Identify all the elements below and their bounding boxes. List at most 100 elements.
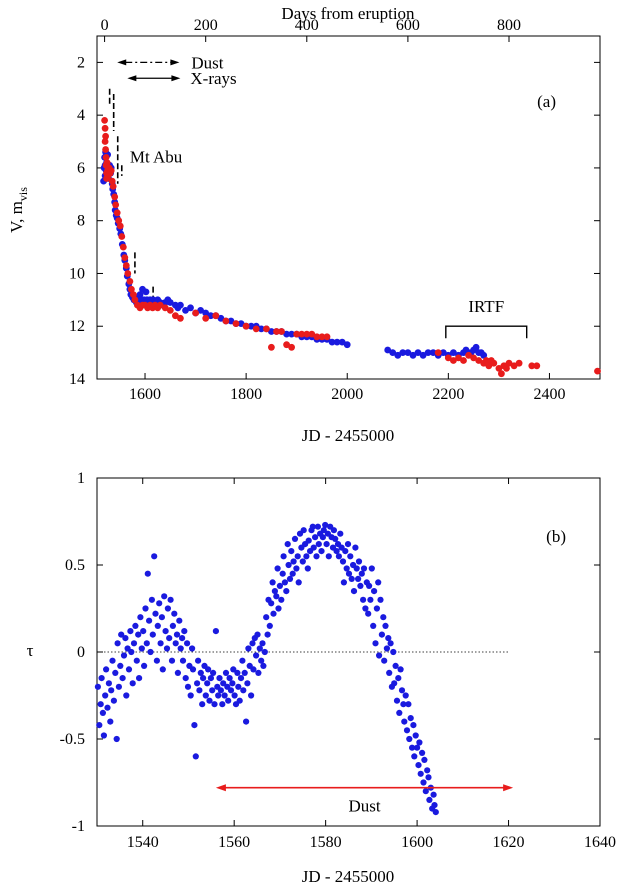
tau-point xyxy=(430,791,437,798)
red-point xyxy=(460,357,467,364)
tau-point xyxy=(109,657,116,664)
tau-point xyxy=(391,680,398,687)
red-point xyxy=(263,325,270,333)
tau-point xyxy=(305,537,312,544)
blue-point xyxy=(399,349,407,356)
red-point xyxy=(323,333,331,341)
tau-point xyxy=(304,565,311,572)
tau-point xyxy=(239,657,246,664)
tau-point xyxy=(129,680,136,687)
tau-point xyxy=(323,541,330,548)
tau-point xyxy=(403,727,411,734)
red-point xyxy=(102,154,110,161)
tau-point xyxy=(373,605,380,612)
tau-point xyxy=(322,521,329,529)
tau-point xyxy=(184,640,191,647)
red-point xyxy=(318,333,326,341)
tau-point xyxy=(270,610,277,617)
tau-point xyxy=(171,610,178,617)
tau-point xyxy=(138,645,145,652)
panel-b-points xyxy=(94,521,439,816)
tau-point xyxy=(141,662,148,670)
tau-point xyxy=(130,640,138,647)
tau-point xyxy=(177,645,184,652)
tau-point xyxy=(114,640,121,647)
tau-point xyxy=(348,575,355,583)
red-point xyxy=(505,359,513,367)
panel-b: JD - 2455000 τ (b) 1540 1560 1580 1600 1620 1… xyxy=(27,470,616,886)
tau-point xyxy=(320,527,327,534)
blue-point xyxy=(424,349,432,356)
tau-point xyxy=(156,600,163,607)
tau-point xyxy=(199,701,206,708)
blue-point xyxy=(217,314,225,322)
tau-point xyxy=(254,631,261,638)
tau-point xyxy=(387,640,394,647)
tau-point xyxy=(159,666,166,673)
tau-point xyxy=(256,645,263,652)
tau-point xyxy=(273,593,280,600)
red-point xyxy=(102,132,109,140)
tau-point xyxy=(194,680,201,687)
tau-point xyxy=(259,640,266,647)
tau-point xyxy=(244,680,251,687)
tau-point xyxy=(209,687,216,694)
tau-point xyxy=(163,645,171,652)
x-axis-label-b: JD - 2455000 xyxy=(302,867,395,886)
tau-point xyxy=(340,579,347,586)
tau-point xyxy=(167,596,174,603)
y-tick-label-a: 12 xyxy=(69,318,85,335)
red-point xyxy=(172,312,179,320)
x-tick-label-b: 1560 xyxy=(218,834,250,851)
tau-point xyxy=(179,657,187,664)
blue-point xyxy=(328,338,336,346)
x-tick-label-b: 1620 xyxy=(493,834,525,851)
red-point xyxy=(434,349,442,356)
tau-point xyxy=(366,582,373,590)
tau-point xyxy=(164,605,171,612)
blue-point xyxy=(237,320,245,327)
tau-point xyxy=(405,701,412,708)
blue-point xyxy=(136,291,144,298)
irtf-bracket xyxy=(445,325,528,339)
y-axis-label-b: τ xyxy=(27,641,34,660)
tau-point xyxy=(143,640,150,647)
top-x-tick-label: 200 xyxy=(194,17,218,34)
red-point xyxy=(252,325,260,333)
y-tick-label-b: 1 xyxy=(77,470,85,487)
red-point xyxy=(450,357,457,364)
tau-point xyxy=(216,675,223,682)
blue-point xyxy=(384,346,392,354)
tau-point xyxy=(360,565,368,572)
y-tick-label-a: 2 xyxy=(77,54,85,71)
tau-point xyxy=(176,617,183,624)
tau-point xyxy=(286,575,294,583)
tau-point xyxy=(313,553,320,560)
red-point xyxy=(101,124,109,132)
tau-point xyxy=(415,762,422,769)
tau-point xyxy=(360,596,367,603)
tau-point xyxy=(146,617,153,624)
blue-point xyxy=(429,349,437,356)
y-tick-label-b: 0 xyxy=(77,644,85,661)
tau-point xyxy=(189,645,196,652)
y-axis-label-a-sub: vis xyxy=(16,187,30,201)
tau-point xyxy=(417,770,424,777)
tau-point xyxy=(431,802,438,809)
tau-point xyxy=(309,523,316,530)
tau-point xyxy=(133,657,140,664)
red-point xyxy=(118,233,126,240)
tau-point xyxy=(412,732,419,739)
tau-point xyxy=(385,635,392,642)
tau-point xyxy=(290,558,297,565)
tau-point xyxy=(219,701,226,708)
tau-point xyxy=(162,628,169,635)
red-point xyxy=(212,312,220,320)
xray-label: X-rays xyxy=(190,69,236,88)
red-point xyxy=(303,330,311,338)
tau-point xyxy=(113,735,120,743)
x-tick-label-a: 2200 xyxy=(432,386,464,403)
y-tick-label-a: 4 xyxy=(77,107,85,124)
red-point xyxy=(102,146,109,153)
tau-point xyxy=(148,596,155,603)
